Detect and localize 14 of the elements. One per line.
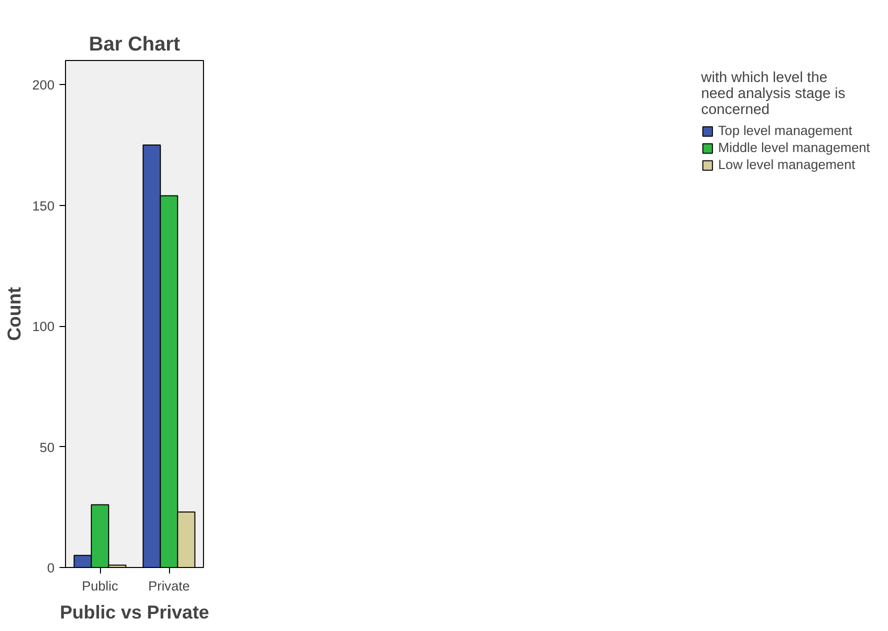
x-tick-label: Public — [82, 578, 118, 594]
y-tick-label: 100 — [32, 319, 55, 334]
y-tick-label: 150 — [32, 198, 55, 214]
legend-label: Middle level management — [718, 140, 870, 155]
x-axis-title: Public vs Private — [60, 602, 210, 622]
legend-label: Low level management — [718, 157, 856, 172]
y-tick-label: 0 — [47, 560, 55, 576]
legend-title: with which level the need analysis stage is concerned — [701, 70, 846, 118]
x-tick-label: Private — [148, 578, 190, 594]
y-axis-title: Count — [3, 287, 24, 341]
y-tick-label: 200 — [32, 78, 55, 93]
chart-title: Bar Chart — [88, 34, 180, 56]
y-tick-label: 50 — [40, 440, 55, 455]
legend-label: Top level management — [718, 123, 852, 138]
